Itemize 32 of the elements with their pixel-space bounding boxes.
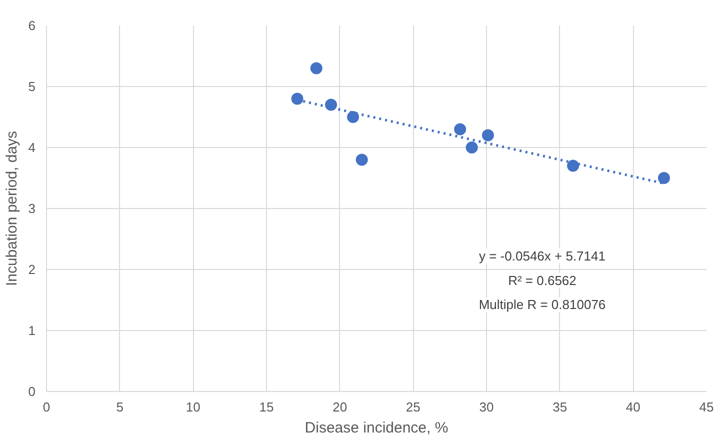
point <box>466 142 478 154</box>
point <box>310 62 322 74</box>
x-tick-label: 10 <box>186 400 200 414</box>
x-tick-label: 0 <box>42 400 50 414</box>
point <box>291 92 304 105</box>
y-tick-label: 0 <box>28 384 36 399</box>
y-tick-label: 2 <box>28 262 36 277</box>
x-tick-label: 5 <box>116 400 124 414</box>
point <box>454 123 466 136</box>
x-tick-label: 40 <box>626 400 640 414</box>
x-tick-label: 20 <box>332 400 348 414</box>
point <box>567 160 580 172</box>
x-axis-title: Disease incidence, % <box>304 420 448 436</box>
x-tick-label: 45 <box>699 400 714 414</box>
x-tick-label: 25 <box>406 400 420 414</box>
x-tick-label: 35 <box>552 400 568 414</box>
point <box>356 154 368 166</box>
y-tick-label: 3 <box>28 201 36 216</box>
y-tick-label: 6 <box>28 18 36 33</box>
annotation: R² = 0.6562 <box>508 272 576 288</box>
annotation: y = -0.0546x + 5.7141 <box>478 248 606 264</box>
point <box>325 98 338 111</box>
point <box>347 111 360 123</box>
y-axis-title: Incubation period, days <box>3 130 20 286</box>
x-tick-label: 15 <box>259 400 274 414</box>
point <box>482 129 494 142</box>
x-tick-label: 30 <box>479 400 494 414</box>
annotation: Multiple R = 0.810076 <box>478 297 606 312</box>
y-tick-label: 4 <box>28 140 36 155</box>
y-tick-label: 5 <box>28 79 36 94</box>
point <box>658 172 670 184</box>
y-tick-label: 1 <box>28 323 36 338</box>
